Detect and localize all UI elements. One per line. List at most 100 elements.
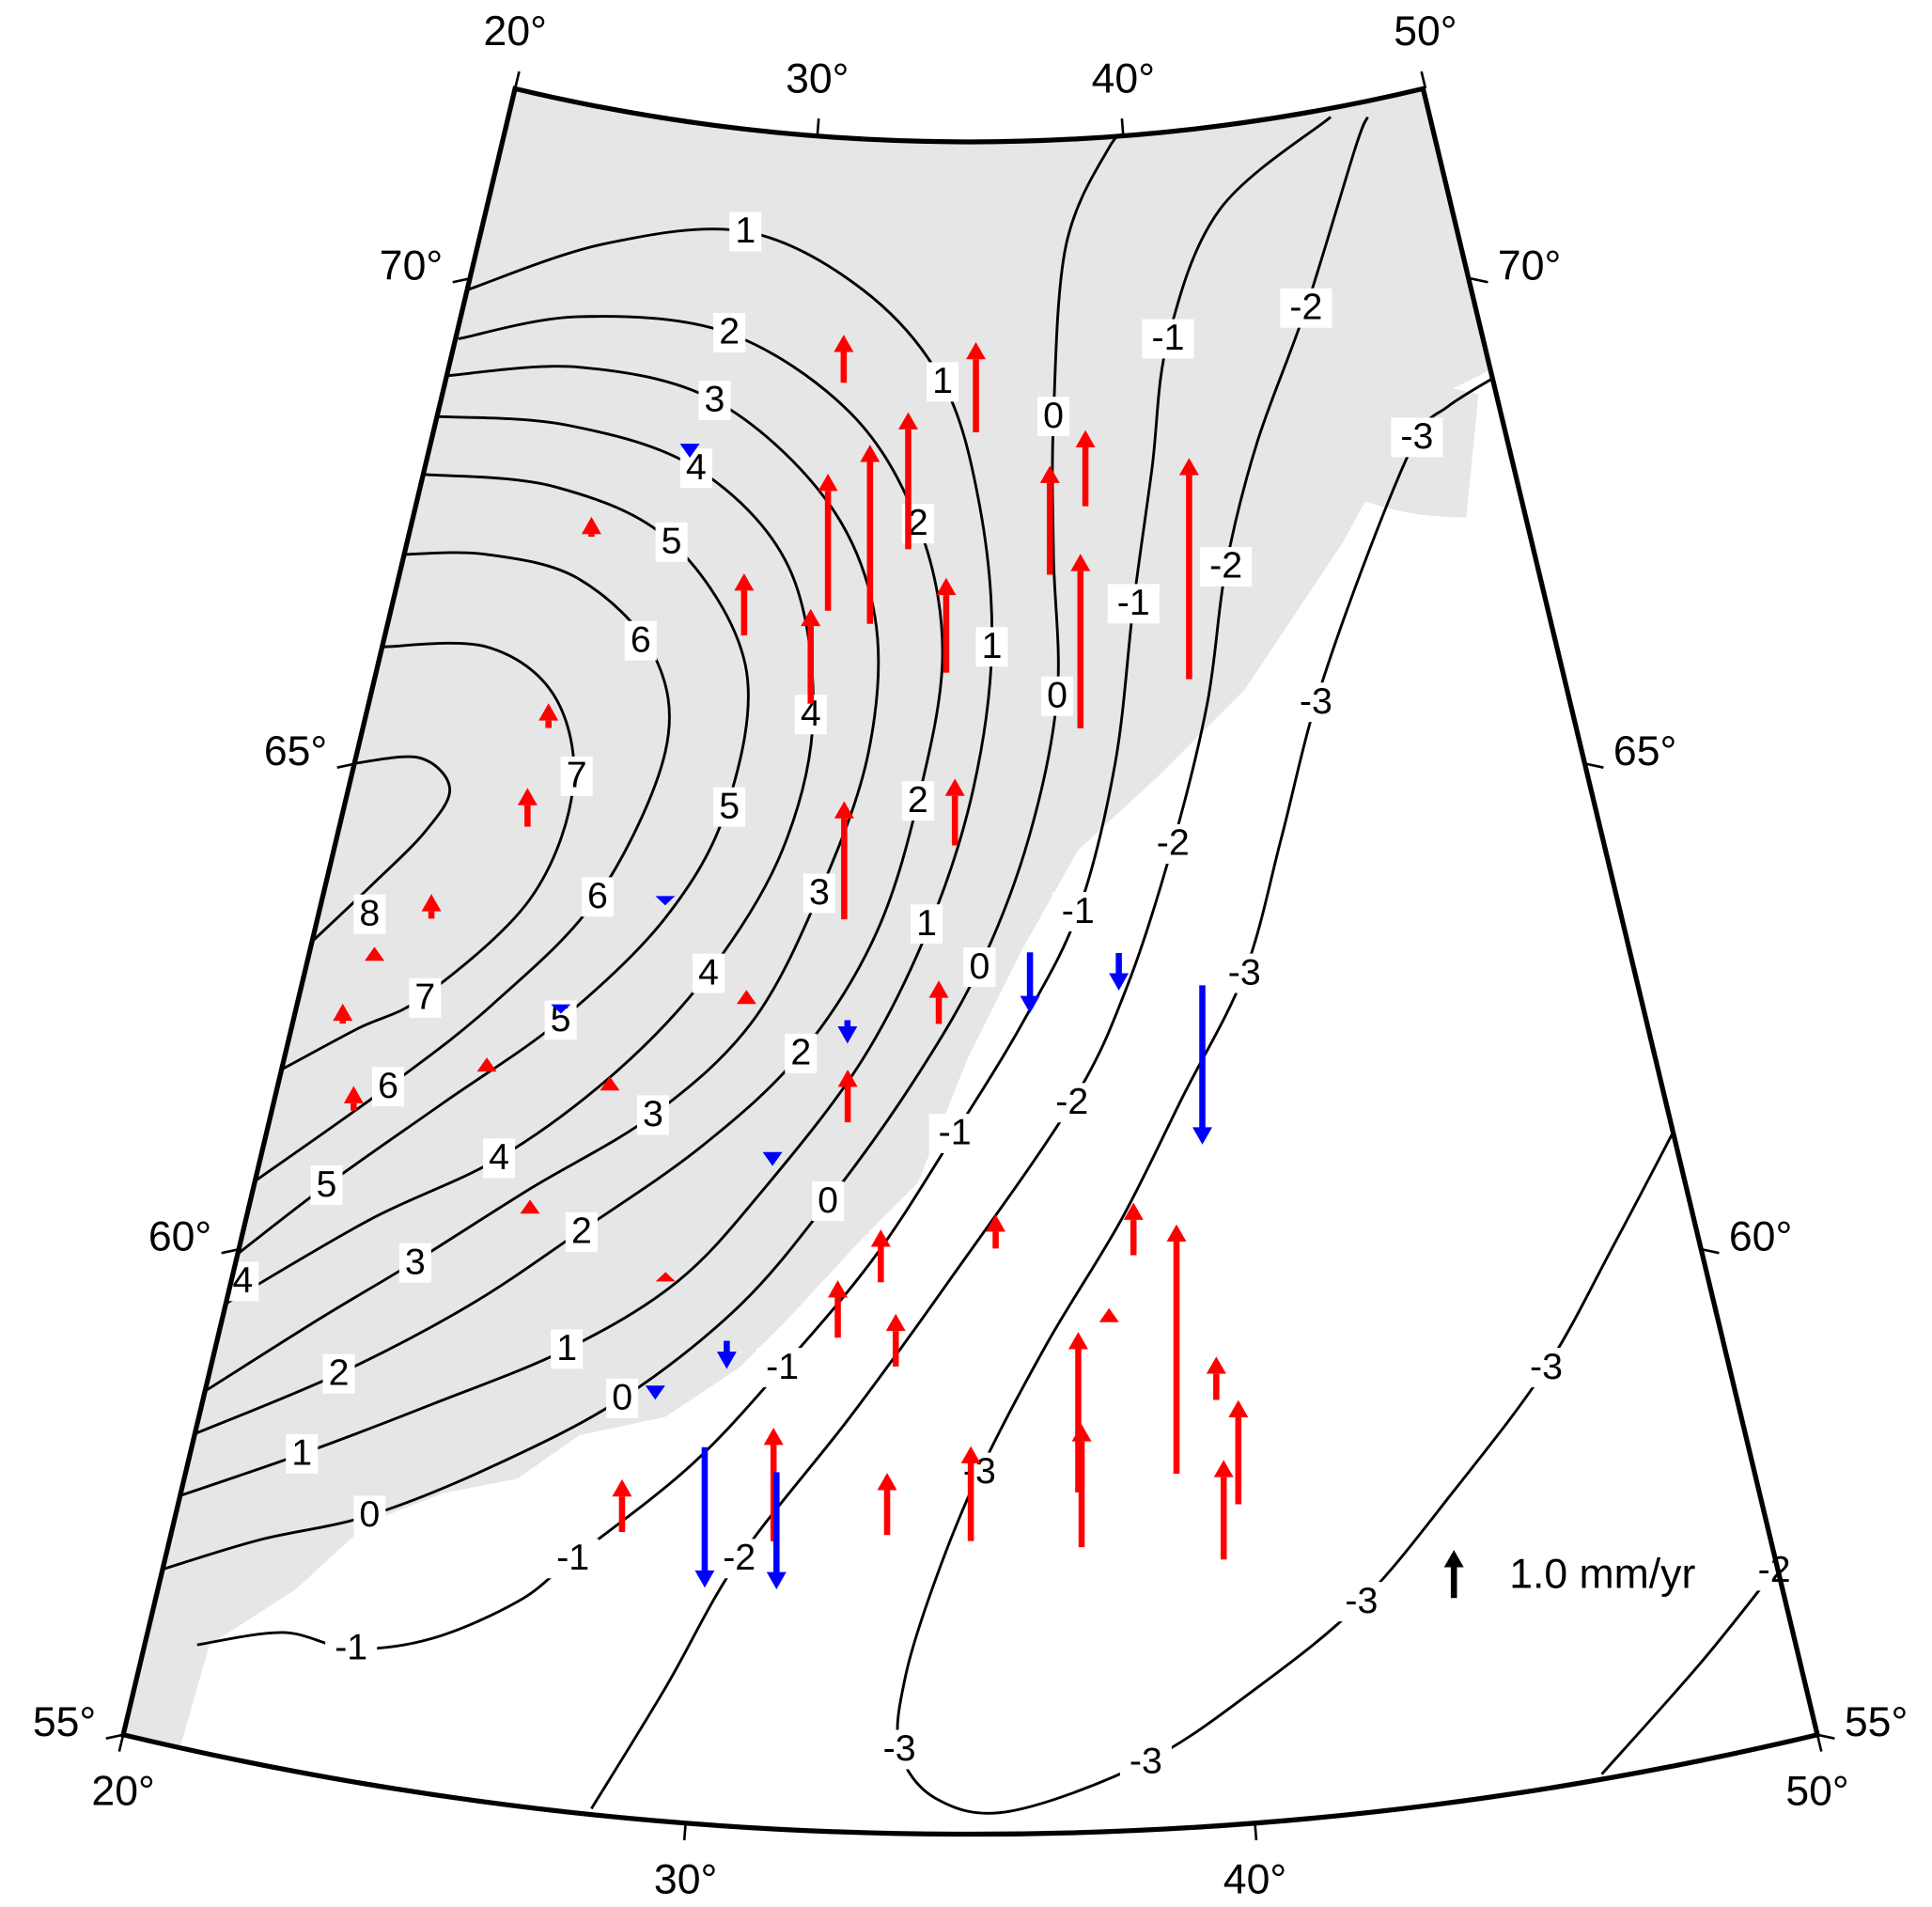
arrow-head <box>716 1352 737 1369</box>
arrow-head <box>1178 458 1199 476</box>
lon-label-bottom: 20° <box>91 1768 154 1814</box>
contour-label: 3 <box>809 871 830 913</box>
uplift-arrow <box>343 1086 364 1111</box>
lon-label-bottom: 30° <box>654 1856 717 1902</box>
arrow-head <box>885 1313 906 1332</box>
uplift-arrow <box>1178 458 1199 680</box>
contour-label-box <box>963 947 996 988</box>
lat-label-left: 70° <box>380 243 443 289</box>
contour-label: -3 <box>1530 1346 1563 1387</box>
tick-mark <box>117 1734 125 1752</box>
land <box>123 88 1528 1774</box>
contour-label: 0 <box>612 1377 632 1418</box>
arrow-head <box>834 335 854 352</box>
lat-label-left: 65° <box>264 728 327 774</box>
arrow-head <box>694 1570 715 1588</box>
uplift-arrow <box>898 412 918 550</box>
arrow-shaft <box>1077 571 1084 728</box>
arrow-head <box>655 1272 676 1282</box>
lon-label-top: 50° <box>1394 8 1457 55</box>
tick-mark <box>336 762 355 769</box>
contour-label-box <box>713 312 746 352</box>
uplift-arrow <box>1070 554 1091 728</box>
contour-label-box <box>698 381 731 421</box>
uplift-arrow <box>517 788 538 827</box>
contour-label: 2 <box>908 779 928 821</box>
uplift-arrow <box>538 703 559 728</box>
arrow-head <box>517 788 538 805</box>
contour-label: 5 <box>719 785 740 826</box>
arrow-head <box>1098 1307 1119 1322</box>
arrow-head <box>1213 1460 1234 1477</box>
arrow-shaft <box>740 590 748 636</box>
tick-mark <box>221 1247 240 1255</box>
arrow-head <box>860 445 880 462</box>
subsidence-arrow <box>1109 952 1130 991</box>
contour-label-box <box>873 1729 926 1770</box>
contour-label-box <box>1037 397 1070 437</box>
contour-label-box <box>910 904 943 945</box>
tick-mark <box>1470 277 1488 284</box>
contour-label: 2 <box>908 502 928 543</box>
contour-label-box <box>1218 953 1270 993</box>
contour-label: 6 <box>378 1065 398 1106</box>
contour-line <box>276 641 576 1073</box>
contour-label: -3 <box>1228 951 1261 993</box>
lon-label-bottom: 40° <box>1223 1856 1286 1902</box>
arrow-head <box>944 778 965 796</box>
arrow-head <box>333 1003 353 1022</box>
arrow-shaft <box>883 1490 891 1536</box>
contour-label-box <box>371 1067 405 1107</box>
arrow-head <box>679 444 700 459</box>
contour-label-box <box>975 627 1008 667</box>
subsidence-arrow <box>645 1385 665 1400</box>
contour-label-box <box>1146 823 1199 864</box>
contour-label: -2 <box>1157 822 1190 864</box>
contour-label-box <box>1289 682 1342 723</box>
arrow-shaft <box>1115 952 1122 975</box>
site-layer <box>333 335 1249 1589</box>
contour-label: 1 <box>291 1432 312 1474</box>
arrow-head <box>1206 1356 1226 1374</box>
contour-label-box <box>581 877 614 917</box>
arrow-shaft <box>841 818 848 920</box>
arrow-shaft <box>1450 1567 1457 1599</box>
arrow-shaft <box>351 1102 357 1111</box>
arrow-shaft <box>773 1472 780 1573</box>
contour-line <box>157 124 1135 1572</box>
arrow-head <box>818 474 838 492</box>
contour-label: -2 <box>723 1537 756 1578</box>
contour-label-box <box>551 1329 584 1369</box>
contour-label-box <box>286 1433 319 1474</box>
uplift-arrow <box>581 516 601 538</box>
tick-mark <box>452 277 471 284</box>
arrow-shaft <box>618 1496 626 1532</box>
contour-label: 3 <box>643 1093 663 1134</box>
arrow-head <box>1067 1332 1088 1350</box>
lat-label-right: 70° <box>1498 243 1561 289</box>
contour-label: 7 <box>414 977 435 1018</box>
arrow-shaft <box>866 461 874 624</box>
arrow-head <box>837 1070 858 1087</box>
uplift-arrow <box>818 474 838 611</box>
contour-label-box <box>1142 319 1194 359</box>
contour-label: 4 <box>489 1136 509 1178</box>
arrow-shaft <box>339 1021 347 1024</box>
arrow-shaft <box>1213 1373 1220 1400</box>
arrow-head <box>834 801 854 819</box>
arrow-shaft <box>524 805 531 827</box>
uplift-arrow <box>834 335 854 383</box>
arrow-shaft <box>973 359 979 432</box>
contour-label: -3 <box>1345 1580 1378 1621</box>
lon-label-top: 20° <box>484 8 547 55</box>
contour-label-box <box>927 362 959 402</box>
lat-label-right: 55° <box>1845 1699 1908 1745</box>
contour-label: -2 <box>1209 545 1242 586</box>
arrow-head <box>1109 973 1130 991</box>
arrow-head <box>1192 1127 1212 1145</box>
arrow-shaft <box>834 1297 841 1338</box>
uplift-arrow <box>1071 1424 1092 1548</box>
uplift-arrow <box>928 980 949 1024</box>
contour-label-box <box>692 953 724 993</box>
arrow-head <box>551 1004 571 1014</box>
